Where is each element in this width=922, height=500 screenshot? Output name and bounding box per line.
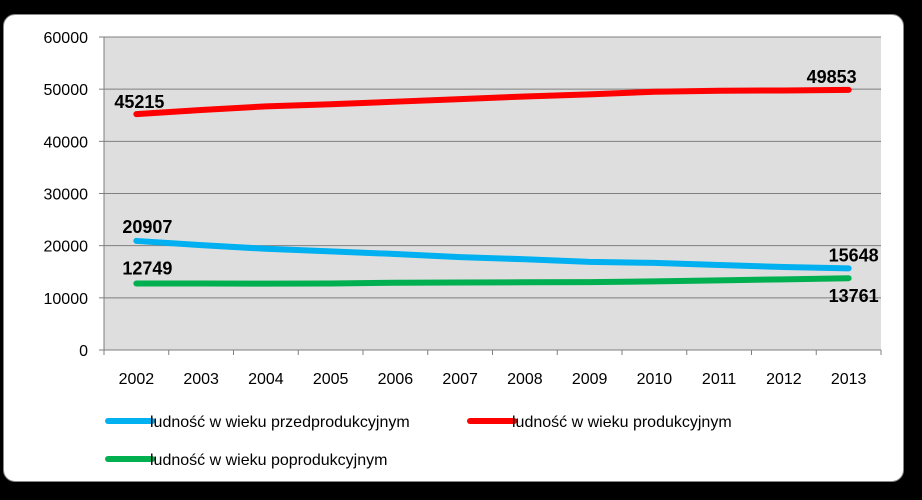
y-tick-label: 60000 [44, 30, 89, 47]
data-point [718, 279, 720, 281]
data-point [524, 258, 526, 260]
y-tick-label: 40000 [44, 134, 89, 151]
y-tick-label: 50000 [44, 82, 89, 99]
data-label: 45215 [114, 92, 164, 112]
data-point [135, 113, 137, 115]
legend-label-2: ludność w wieku poprodukcyjnym [150, 452, 387, 469]
x-tick-label: 2005 [313, 371, 349, 388]
x-axis-ticks: 2002 2003 2004 2005 2006 2007 2008 2009 2010 2011… [103, 350, 882, 388]
data-point [394, 282, 396, 284]
chart: 0 10000 20000 30000 40000 50000 60000 2002 2003… [44, 30, 882, 469]
series-line-1 [133, 86, 852, 118]
x-tick-label: 2013 [831, 371, 867, 388]
data-point [653, 280, 655, 282]
data-point [265, 105, 267, 107]
data-label: 49853 [807, 67, 857, 87]
data-labels: 20907 15648 45215 49853 12749 13761 [114, 67, 878, 306]
data-point [589, 93, 591, 95]
x-tick-label: 2009 [572, 371, 608, 388]
data-point [459, 281, 461, 283]
data-point [265, 283, 267, 285]
data-point [330, 250, 332, 252]
data-point [848, 267, 850, 269]
data-point [200, 109, 202, 111]
data-label: 20907 [122, 217, 172, 237]
data-point [718, 264, 720, 266]
data-point [135, 240, 137, 242]
data-point [394, 253, 396, 255]
data-label: 13761 [829, 286, 879, 306]
series-line-2 [133, 275, 852, 287]
data-point [200, 283, 202, 285]
data-point [653, 91, 655, 93]
data-point [524, 95, 526, 97]
data-point [330, 282, 332, 284]
legend: ludność w wieku przedprodukcyjnym ludność… [105, 414, 732, 469]
data-point [200, 244, 202, 246]
data-label: 15648 [829, 245, 879, 265]
x-tick-label: 2008 [507, 371, 543, 388]
y-tick-label: 0 [79, 343, 88, 360]
x-tick-label: 2003 [183, 371, 219, 388]
data-point [135, 282, 137, 284]
data-point [524, 281, 526, 283]
series-line-0 [133, 237, 852, 272]
legend-label-1: ludność w wieku produkcyjnym [512, 414, 732, 431]
data-point [848, 89, 850, 91]
data-point [459, 256, 461, 258]
data-point [783, 89, 785, 91]
data-point [589, 281, 591, 283]
data-point [653, 262, 655, 264]
data-point [783, 278, 785, 280]
y-axis-ticks: 0 10000 20000 30000 40000 50000 60000 [44, 30, 104, 360]
x-tick-label: 2007 [442, 371, 478, 388]
data-point [718, 90, 720, 92]
y-tick-label: 10000 [44, 291, 89, 308]
chart-card: 0 10000 20000 30000 40000 50000 60000 2002 2003… [3, 14, 904, 482]
x-tick-label: 2012 [766, 371, 802, 388]
x-tick-label: 2011 [702, 371, 737, 388]
x-tick-label: 2002 [119, 371, 155, 388]
data-point [848, 277, 850, 279]
x-tick-label: 2010 [637, 371, 673, 388]
data-point [589, 261, 591, 263]
data-point [783, 266, 785, 268]
legend-label-0: ludność w wieku przedprodukcyjnym [150, 414, 410, 431]
data-point [394, 101, 396, 103]
data-point [459, 98, 461, 100]
series-lines [133, 86, 852, 287]
y-tick-label: 20000 [44, 239, 89, 256]
data-point [265, 248, 267, 250]
data-point [330, 103, 332, 105]
x-tick-label: 2006 [378, 371, 414, 388]
x-tick-label: 2004 [248, 371, 284, 388]
data-label: 12749 [122, 258, 172, 278]
y-tick-label: 30000 [44, 187, 89, 204]
